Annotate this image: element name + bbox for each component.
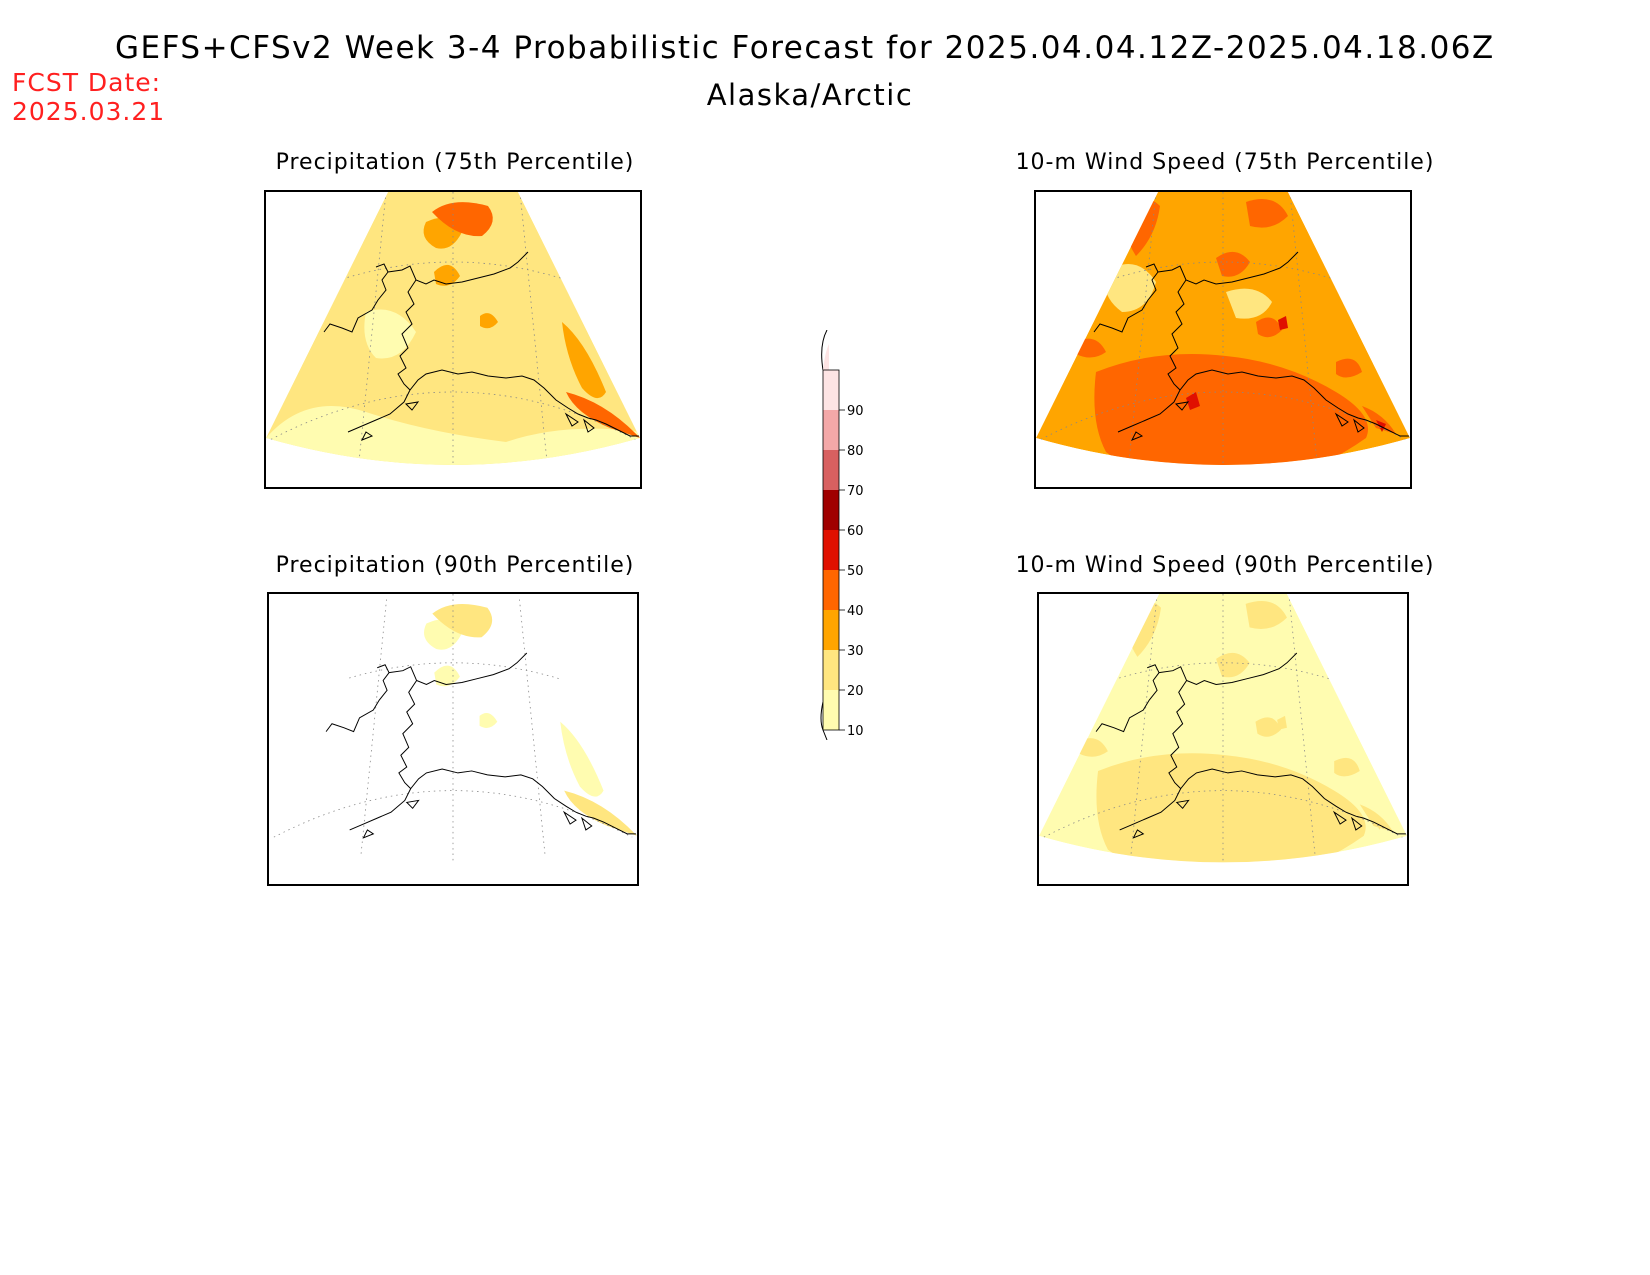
probability-patch-strong bbox=[564, 790, 637, 836]
probability-patch-peak bbox=[1278, 316, 1288, 330]
region-subtitle: Alaska/Arctic bbox=[706, 78, 914, 112]
panel-title-precip90: Precipitation (90th Percentile) bbox=[275, 553, 635, 578]
probability-patch bbox=[1078, 738, 1108, 757]
colorbar-segment bbox=[823, 650, 839, 690]
probability-patch-peak bbox=[1186, 790, 1201, 809]
colorbar-tick-label: 80 bbox=[847, 444, 864, 459]
map-precip75 bbox=[264, 190, 642, 489]
probability-patch bbox=[1216, 652, 1250, 678]
colorbar-segment bbox=[823, 570, 839, 610]
probability-patch bbox=[480, 313, 498, 329]
probability-patch-strong bbox=[1255, 717, 1282, 737]
colorbar-tick-label: 70 bbox=[847, 484, 864, 499]
alaska-coastline bbox=[323, 251, 640, 441]
probability-patch bbox=[1216, 251, 1250, 277]
probability-patch-peak bbox=[1277, 715, 1287, 730]
fcst-date-value: 2025.03.21 bbox=[12, 97, 166, 126]
probability-patch-strong bbox=[432, 202, 493, 237]
colorbar-segment bbox=[823, 610, 839, 650]
fcst-date-label: FCST Date: 2025.03.21 bbox=[12, 68, 165, 126]
colorbar-tick-label: 50 bbox=[847, 564, 864, 579]
colorbar-segment bbox=[823, 370, 839, 410]
colorbar-frame bbox=[822, 369, 840, 731]
colorbar-tick-label: 40 bbox=[847, 604, 864, 619]
probability-patch bbox=[562, 322, 606, 399]
map-precip90 bbox=[267, 592, 639, 886]
probability-patch-strong bbox=[1362, 406, 1396, 434]
probability-patch bbox=[1096, 753, 1366, 863]
alaska-coastline bbox=[1095, 652, 1407, 839]
probability-patch bbox=[434, 264, 460, 286]
colorbar-bottom-cap bbox=[820, 701, 828, 740]
colorbar-segment bbox=[823, 410, 839, 450]
probability-patch bbox=[1094, 354, 1368, 465]
colorbar-tick-label: 20 bbox=[847, 684, 864, 699]
map-domain-sector bbox=[266, 192, 640, 465]
colorbar-segment bbox=[823, 530, 839, 570]
probability-patch-peak bbox=[1186, 392, 1200, 410]
colorbar-segment bbox=[823, 490, 839, 530]
probability-patch bbox=[479, 713, 498, 728]
probability-colorbar: 10 20 30 40 50 60 70 80 90 bbox=[820, 330, 864, 740]
map-wind75 bbox=[1034, 190, 1412, 489]
forecast-title: GEFS+CFSv2 Week 3-4 Probabilistic Foreca… bbox=[115, 30, 1495, 66]
probability-patch bbox=[1245, 600, 1287, 630]
probability-patch-strong bbox=[432, 603, 493, 638]
probability-patch bbox=[560, 721, 604, 797]
colorbar-tick-label: 60 bbox=[847, 524, 864, 539]
colorbar-tick-label: 30 bbox=[847, 644, 864, 659]
probability-patch-light bbox=[1226, 288, 1272, 319]
colorbar-tick-label: 90 bbox=[847, 404, 864, 419]
map-wind90 bbox=[1037, 592, 1409, 886]
probability-patch-strong bbox=[566, 392, 640, 438]
colorbar-top-cap bbox=[821, 330, 828, 371]
probability-patch bbox=[1076, 338, 1106, 358]
panel-title-wind90: 10-m Wind Speed (90th Percentile) bbox=[1015, 553, 1435, 578]
probability-patch bbox=[1334, 757, 1360, 777]
probability-patch-strong bbox=[1359, 804, 1394, 832]
probability-patch-light bbox=[364, 309, 416, 359]
panel-title-precip75: Precipitation (75th Percentile) bbox=[275, 150, 635, 175]
colorbar-segment bbox=[823, 690, 839, 730]
probability-patch-strong bbox=[1256, 317, 1282, 338]
colorbar-tick-label: 10 bbox=[847, 724, 864, 739]
colorbar-top-segment bbox=[823, 344, 829, 370]
probability-patch bbox=[1246, 199, 1288, 228]
probability-patch bbox=[1336, 358, 1362, 378]
colorbar-segment bbox=[823, 450, 839, 490]
map-domain-sector bbox=[269, 594, 637, 863]
alaska-coastline bbox=[1093, 251, 1410, 441]
fcst-date-heading: FCST Date: bbox=[12, 68, 162, 97]
panel-title-wind75: 10-m Wind Speed (75th Percentile) bbox=[1015, 150, 1435, 175]
alaska-coastline bbox=[325, 652, 637, 839]
probability-patch bbox=[434, 665, 460, 687]
probability-patch-light bbox=[1104, 264, 1156, 312]
